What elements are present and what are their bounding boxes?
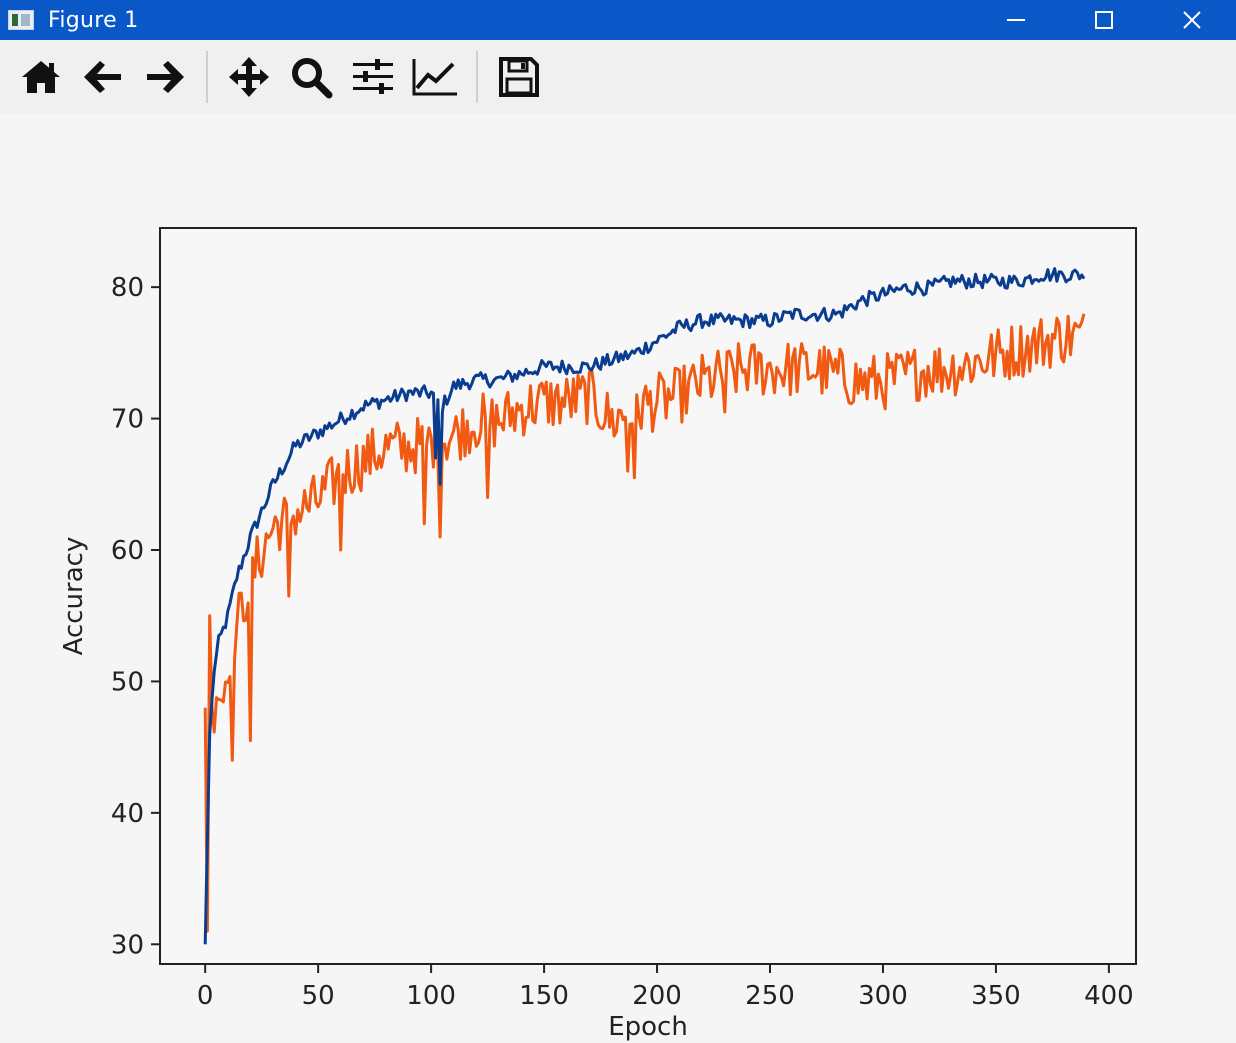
toolbar-separator xyxy=(206,51,208,103)
edit-axis-button[interactable] xyxy=(404,46,466,108)
y-tick-label: 70 xyxy=(111,405,144,435)
y-axis-label: Accuracy xyxy=(59,537,89,656)
toolbar-separator xyxy=(476,51,478,103)
move-icon xyxy=(229,57,269,97)
pan-button[interactable] xyxy=(218,46,280,108)
back-button[interactable] xyxy=(72,46,134,108)
x-tick-label: 100 xyxy=(406,981,456,1011)
x-tick-label: 350 xyxy=(971,981,1021,1011)
x-tick-label: 300 xyxy=(858,981,908,1011)
sliders-icon xyxy=(353,59,393,94)
x-tick-label: 250 xyxy=(745,981,795,1011)
arrow-right-icon xyxy=(147,61,184,93)
floppy-disk-icon xyxy=(499,57,539,97)
y-tick-label: 60 xyxy=(111,536,144,566)
x-tick-label: 400 xyxy=(1084,981,1134,1011)
minimize-button[interactable] xyxy=(972,0,1060,40)
y-tick-label: 30 xyxy=(111,930,144,960)
close-icon xyxy=(1183,11,1201,29)
configure-subplots-button[interactable] xyxy=(342,46,404,108)
home-icon xyxy=(22,61,60,93)
window-titlebar: Figure 1 xyxy=(0,0,1236,40)
navigation-toolbar xyxy=(0,40,1236,115)
home-button[interactable] xyxy=(10,46,72,108)
x-tick-label: 150 xyxy=(519,981,569,1011)
y-tick-label: 40 xyxy=(111,799,144,829)
arrow-left-icon xyxy=(84,61,121,93)
series-line-blue xyxy=(203,267,1086,945)
window-title: Figure 1 xyxy=(48,7,139,33)
maximize-icon xyxy=(1095,11,1113,29)
chart: 0 50 100 150 200 250 300 350 400 30 40 50 60 70 80 Ep… xyxy=(59,227,1137,1042)
figure-canvas[interactable]: 0 50 100 150 200 250 300 350 400 30 40 50 60 70 80 Ep… xyxy=(0,114,1236,1043)
maximize-button[interactable] xyxy=(1060,0,1148,40)
window-controls xyxy=(972,0,1236,40)
x-tick-label: 50 xyxy=(302,981,335,1011)
series-line-orange xyxy=(203,313,1086,933)
app-icon xyxy=(8,10,34,30)
minimize-icon xyxy=(1007,19,1025,21)
save-button[interactable] xyxy=(488,46,550,108)
x-tick-label: 200 xyxy=(632,981,682,1011)
y-tick-label: 80 xyxy=(111,273,144,303)
x-axis-label: Epoch xyxy=(608,1012,688,1042)
y-tick-label: 50 xyxy=(111,667,144,697)
close-button[interactable] xyxy=(1148,0,1236,40)
line-chart-icon xyxy=(412,59,457,96)
x-tick-label: 0 xyxy=(197,981,214,1011)
forward-button[interactable] xyxy=(134,46,196,108)
magnifier-icon xyxy=(292,58,333,99)
zoom-button[interactable] xyxy=(280,46,342,108)
